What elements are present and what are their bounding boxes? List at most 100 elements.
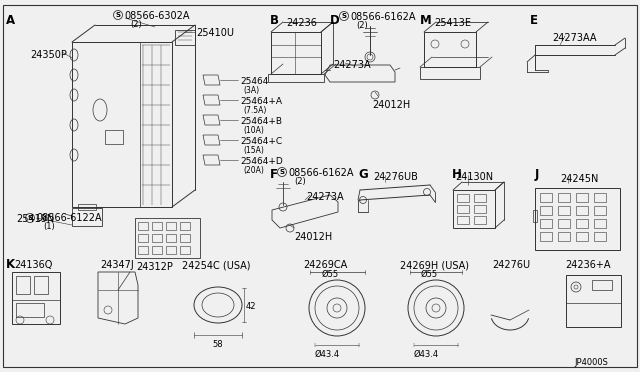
Bar [78, 204, 96, 210]
Text: 24012H: 24012H [294, 232, 332, 242]
Bar [558, 206, 570, 215]
Bar [540, 219, 552, 228]
Text: 24269CA: 24269CA [303, 260, 348, 270]
Text: JP4000S: JP4000S [574, 358, 608, 367]
Bar [474, 194, 486, 202]
Text: S: S [115, 12, 120, 18]
Text: A: A [6, 14, 15, 27]
Text: 24276U: 24276U [492, 260, 530, 270]
Text: S: S [28, 215, 33, 221]
Text: K: K [6, 258, 15, 271]
Bar [138, 234, 148, 242]
Text: Ø43.4: Ø43.4 [314, 350, 340, 359]
Bar [594, 219, 606, 228]
Text: D: D [330, 14, 340, 27]
Bar [594, 206, 606, 215]
Bar [453, 190, 495, 228]
Bar [594, 193, 606, 202]
Bar [175, 30, 195, 45]
Text: S: S [342, 13, 346, 19]
Bar [34, 276, 48, 294]
Text: 24269H (USA): 24269H (USA) [400, 260, 469, 270]
Text: (2): (2) [130, 20, 141, 29]
Text: 25464: 25464 [240, 77, 268, 86]
Text: E: E [530, 14, 538, 27]
Bar [138, 246, 148, 254]
Bar [558, 193, 570, 202]
Text: 42: 42 [246, 302, 257, 311]
Text: 24273AA: 24273AA [552, 33, 596, 43]
Bar [166, 234, 176, 242]
Text: 24012H: 24012H [372, 100, 410, 110]
Text: 25419N: 25419N [16, 214, 54, 224]
Text: (15A): (15A) [243, 146, 264, 155]
Text: 24254C (USA): 24254C (USA) [182, 260, 250, 270]
Text: 25413E: 25413E [434, 18, 471, 28]
Text: Ø55: Ø55 [321, 270, 339, 279]
Bar [16, 303, 44, 317]
Bar [535, 188, 620, 250]
Text: 24236+A: 24236+A [565, 260, 611, 270]
Text: 24236: 24236 [286, 18, 317, 28]
Bar [180, 234, 190, 242]
Text: 24350P: 24350P [30, 50, 67, 60]
Bar [558, 219, 570, 228]
Text: Ø43.4: Ø43.4 [413, 350, 438, 359]
Text: S: S [280, 169, 285, 175]
Text: 58: 58 [212, 340, 223, 349]
Text: (2): (2) [356, 21, 368, 30]
Bar [166, 222, 176, 230]
Text: (2): (2) [294, 177, 306, 186]
Text: G: G [358, 168, 368, 181]
Bar [457, 194, 469, 202]
Text: 08566-6162A: 08566-6162A [350, 12, 415, 22]
Text: 24136Q: 24136Q [14, 260, 52, 270]
Text: (1): (1) [43, 222, 55, 231]
Bar [457, 216, 469, 224]
Text: B: B [270, 14, 279, 27]
Bar [594, 232, 606, 241]
Text: 24276UB: 24276UB [373, 172, 418, 182]
Bar [474, 216, 486, 224]
Bar [166, 246, 176, 254]
Bar [180, 222, 190, 230]
Text: (10A): (10A) [243, 126, 264, 135]
Bar [566, 275, 621, 327]
Text: 24273A: 24273A [333, 60, 371, 70]
Text: (7.5A): (7.5A) [243, 106, 266, 115]
Bar [533, 210, 537, 222]
Text: 08566-6302A: 08566-6302A [124, 11, 189, 21]
Bar [152, 222, 162, 230]
Bar [474, 205, 486, 213]
Text: 08566-6162A: 08566-6162A [288, 168, 353, 178]
Bar [268, 74, 324, 82]
Bar [138, 222, 148, 230]
Bar [540, 193, 552, 202]
Text: 24312P: 24312P [136, 262, 173, 272]
Text: F: F [270, 168, 278, 181]
Bar [16, 276, 30, 294]
Bar [12, 272, 60, 324]
Text: 08566-6122A: 08566-6122A [36, 213, 102, 223]
Text: 24245N: 24245N [560, 174, 598, 184]
Bar [558, 232, 570, 241]
Bar [592, 280, 612, 290]
Text: H: H [452, 168, 462, 181]
Text: 25464+C: 25464+C [240, 137, 282, 146]
Bar [576, 206, 588, 215]
Text: 25464+B: 25464+B [240, 117, 282, 126]
Text: 24130N: 24130N [455, 172, 493, 182]
Bar [576, 232, 588, 241]
Text: (20A): (20A) [243, 166, 264, 175]
Text: 25464+D: 25464+D [240, 157, 283, 166]
Bar [152, 246, 162, 254]
Text: J: J [535, 168, 540, 181]
Bar [105, 130, 123, 144]
Bar [576, 193, 588, 202]
Bar [271, 32, 321, 74]
Text: (3A): (3A) [243, 86, 259, 95]
Bar [457, 205, 469, 213]
Bar [72, 42, 172, 207]
Bar [540, 206, 552, 215]
Bar [424, 32, 476, 67]
